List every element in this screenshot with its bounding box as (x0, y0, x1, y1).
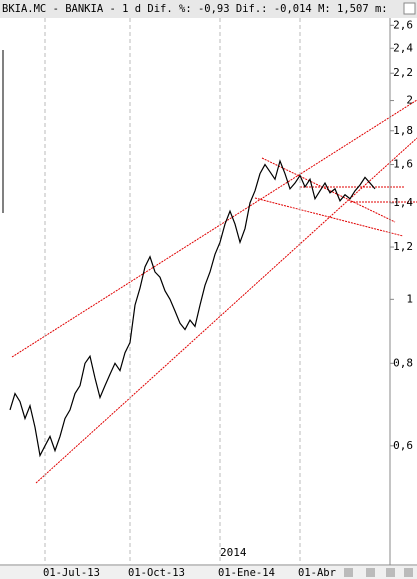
x-tick-label: 01-Abr (298, 567, 336, 579)
y-tick-label: 1,2 (393, 240, 413, 253)
close-button[interactable] (403, 2, 416, 15)
icon[interactable] (344, 568, 353, 577)
x-tick-label: 01-Oct-13 (128, 567, 185, 579)
y-tick-label: 1 (406, 292, 413, 305)
header-bar (0, 0, 417, 18)
trend-line (35, 137, 417, 484)
y-tick-label: 2 (406, 94, 413, 107)
x-tick-label: 01-Jul-13 (43, 567, 100, 579)
y-tick-label: 1,8 (393, 124, 413, 137)
year-label: 2014 (220, 546, 247, 559)
price-line (9, 159, 376, 458)
y-tick-label: 0,6 (393, 439, 413, 452)
chart-title: BKIA.MC - BANKIA - 1 d Dif. %: -0,93 Dif… (2, 3, 388, 15)
y-tick-label: 2,2 (393, 66, 413, 79)
y-tick-label: 2,6 (393, 18, 413, 31)
x-tick-label: 01-Ene-14 (218, 567, 275, 579)
icon[interactable] (404, 568, 413, 577)
y-tick-label: 0,8 (393, 356, 413, 369)
icon[interactable] (366, 568, 375, 577)
x-axis-bar (0, 566, 417, 579)
y-tick-label: 1,6 (393, 158, 413, 171)
y-tick-label: 2,4 (393, 41, 413, 54)
trend-line (11, 99, 417, 358)
trend-line (254, 197, 404, 237)
y-tick-label: 1,4 (393, 196, 413, 209)
icon[interactable] (386, 568, 395, 577)
